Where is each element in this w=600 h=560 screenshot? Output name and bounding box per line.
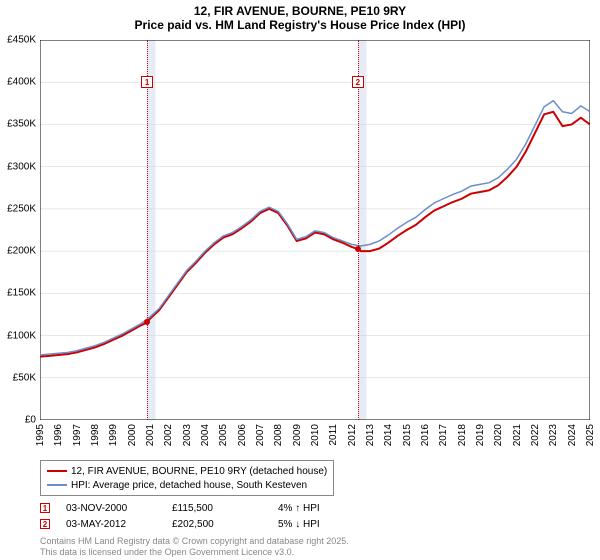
x-axis-label: 2013 [365, 424, 376, 446]
footer-line1: Contains HM Land Registry data © Crown c… [40, 536, 349, 547]
sale-row-date: 03-MAY-2012 [66, 519, 156, 530]
sale-row-pct: 4% ↑ HPI [278, 503, 358, 514]
x-axis-label: 2003 [182, 424, 193, 446]
x-axis-label: 2006 [237, 424, 248, 446]
legend-label: 12, FIR AVENUE, BOURNE, PE10 9RY (detach… [71, 466, 327, 477]
y-axis-label: £450K [7, 35, 36, 46]
x-axis-label: 2002 [163, 424, 174, 446]
sale-row: 2 03-MAY-2012 £202,500 5% ↓ HPI [40, 516, 358, 532]
x-axis-label: 2021 [512, 424, 523, 446]
x-axis-label: 2000 [127, 424, 138, 446]
shaded-region [358, 40, 366, 420]
y-axis-label: £300K [7, 161, 36, 172]
sale-marker-dot [355, 246, 361, 252]
sales-table: 1 03-NOV-2000 £115,500 4% ↑ HPI 2 03-MAY-2012… [40, 500, 358, 532]
y-axis-label: £100K [7, 330, 36, 341]
legend: 12, FIR AVENUE, BOURNE, PE10 9RY (detach… [40, 460, 334, 496]
sale-row-price: £115,500 [172, 503, 262, 514]
chart-svg [40, 40, 590, 420]
x-axis-label: 2008 [273, 424, 284, 446]
sale-row-price: £202,500 [172, 519, 262, 530]
x-axis-label: 2019 [475, 424, 486, 446]
chart-subtitle: Price paid vs. HM Land Registry's House … [0, 18, 600, 32]
x-axis-label: 2025 [585, 424, 596, 446]
x-axis-label: 2015 [402, 424, 413, 446]
x-axis-label: 2001 [145, 424, 156, 446]
legend-item: HPI: Average price, detached house, Sout… [47, 478, 327, 492]
x-axis-label: 1997 [72, 424, 83, 446]
x-axis-label: 1998 [90, 424, 101, 446]
x-axis-label: 2004 [200, 424, 211, 446]
y-axis-label: £50K [13, 372, 36, 383]
x-axis-label: 2017 [438, 424, 449, 446]
legend-swatch [47, 470, 67, 472]
chart-title: 12, FIR AVENUE, BOURNE, PE10 9RY [0, 4, 600, 18]
sale-marker-label: 1 [141, 76, 153, 88]
x-axis-label: 2005 [218, 424, 229, 446]
sale-row-marker: 2 [40, 519, 50, 529]
x-axis-label: 2023 [548, 424, 559, 446]
x-axis-label: 2007 [255, 424, 266, 446]
y-axis-label: £250K [7, 203, 36, 214]
legend-label: HPI: Average price, detached house, Sout… [71, 480, 307, 491]
x-axis-label: 2022 [530, 424, 541, 446]
shaded-region [147, 40, 155, 420]
x-axis-label: 2014 [383, 424, 394, 446]
sale-row-marker: 1 [40, 503, 50, 513]
legend-swatch [47, 484, 67, 486]
sale-row: 1 03-NOV-2000 £115,500 4% ↑ HPI [40, 500, 358, 516]
sale-marker-label: 2 [352, 76, 364, 88]
title-block: 12, FIR AVENUE, BOURNE, PE10 9RY Price p… [0, 0, 600, 34]
axis-border [40, 40, 590, 420]
x-axis-label: 2010 [310, 424, 321, 446]
legend-item: 12, FIR AVENUE, BOURNE, PE10 9RY (detach… [47, 464, 327, 478]
sale-marker-line [358, 40, 359, 420]
footer-line2: This data is licensed under the Open Gov… [40, 547, 349, 558]
plot-area: £0£50K£100K£150K£200K£250K£300K£350K£400… [40, 40, 590, 420]
series-line [40, 101, 590, 355]
y-axis-label: £150K [7, 288, 36, 299]
sale-row-date: 03-NOV-2000 [66, 503, 156, 514]
y-axis-label: £400K [7, 77, 36, 88]
x-axis-label: 1996 [53, 424, 64, 446]
sale-marker-dot [144, 319, 150, 325]
x-axis-label: 2024 [567, 424, 578, 446]
y-axis-label: £200K [7, 246, 36, 257]
x-axis-label: 1999 [108, 424, 119, 446]
x-axis-label: 2020 [493, 424, 504, 446]
x-axis-label: 2016 [420, 424, 431, 446]
footer-text: Contains HM Land Registry data © Crown c… [40, 536, 349, 558]
sale-row-pct: 5% ↓ HPI [278, 519, 358, 530]
chart-container: 12, FIR AVENUE, BOURNE, PE10 9RY Price p… [0, 0, 600, 560]
sale-marker-line [147, 40, 148, 420]
x-axis-label: 2018 [457, 424, 468, 446]
x-axis-label: 2011 [328, 424, 339, 446]
y-axis-label: £350K [7, 119, 36, 130]
series-line [40, 112, 590, 357]
x-axis-label: 2009 [292, 424, 303, 446]
x-axis-label: 2012 [347, 424, 358, 446]
x-axis-label: 1995 [35, 424, 46, 446]
